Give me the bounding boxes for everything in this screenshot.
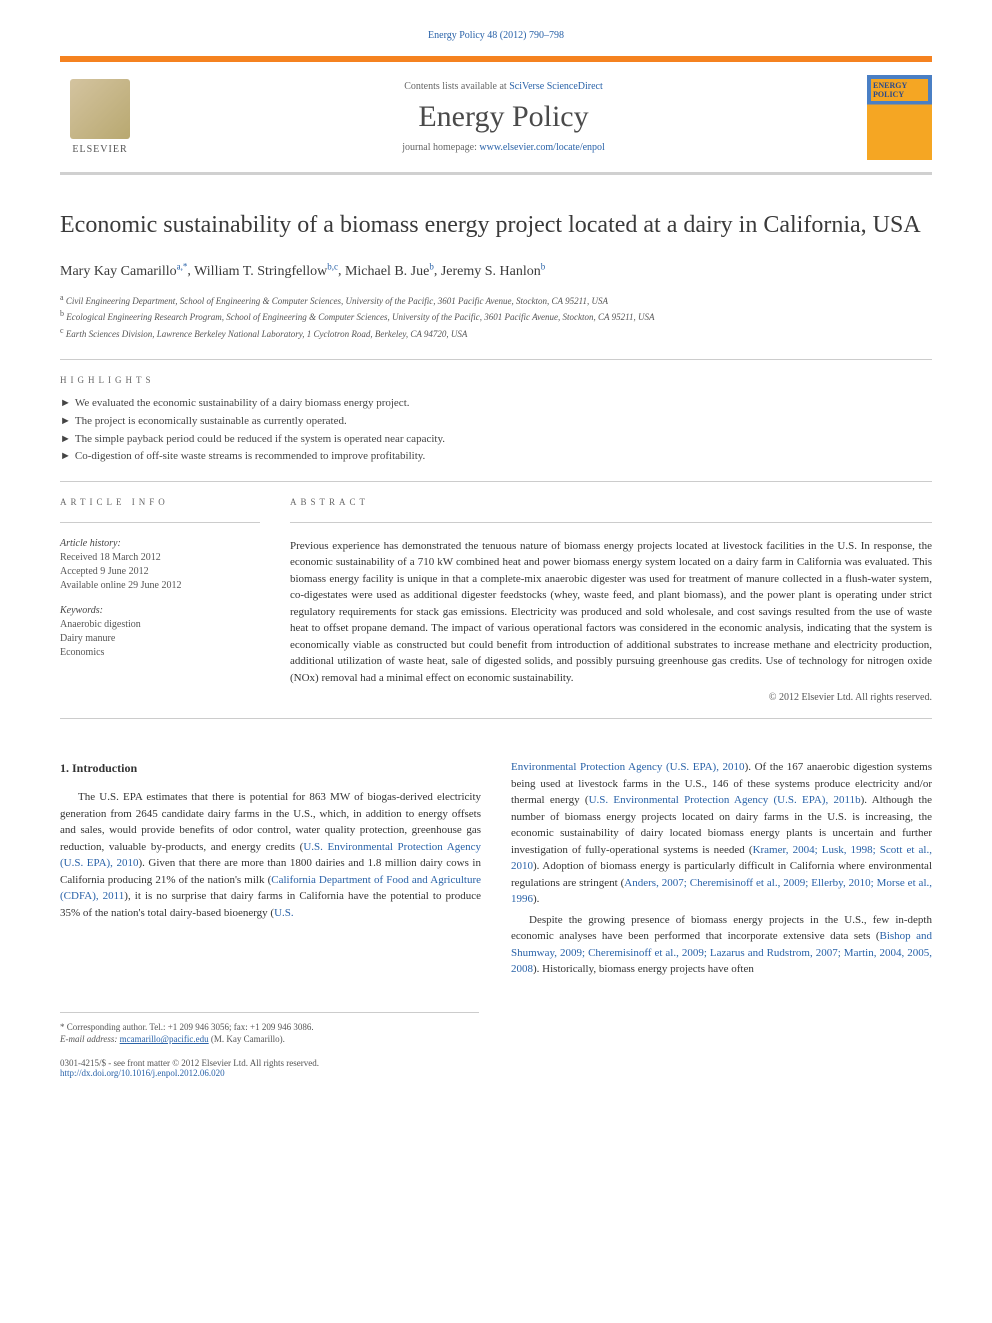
author-name: William T. Stringfellow — [194, 264, 327, 279]
author-sup: b — [429, 261, 434, 271]
copyright-line: © 2012 Elsevier Ltd. All rights reserved… — [290, 692, 932, 703]
affiliation-a: a Civil Engineering Department, School o… — [60, 292, 932, 309]
accepted-date: Accepted 9 June 2012 — [60, 565, 260, 579]
homepage-prefix: journal homepage: — [402, 142, 479, 153]
author-sup: b — [541, 261, 546, 271]
author-4: Jeremy S. Hanlonb — [441, 264, 545, 279]
pagination-header: Energy Policy 48 (2012) 790–798 — [60, 30, 932, 41]
article-title: Economic sustainability of a biomass ene… — [60, 210, 932, 241]
body-text: ), it is no surprise that dairy farms in… — [60, 890, 481, 919]
authors-line: Mary Kay Camarilloa,*, William T. String… — [60, 261, 932, 280]
author-3: Michael B. Jueb — [345, 264, 434, 279]
highlight-text: The project is economically sustainable … — [75, 415, 347, 427]
publisher-name: ELSEVIER — [72, 144, 127, 155]
intro-col-left: 1. Introduction The U.S. EPA estimates t… — [60, 759, 481, 982]
bullet-icon: ► — [60, 415, 71, 427]
affiliation-c: c Earth Sciences Division, Lawrence Berk… — [60, 325, 932, 342]
front-matter-line: 0301-4215/$ - see front matter © 2012 El… — [60, 1058, 319, 1068]
highlight-item: ► The project is economically sustainable… — [60, 413, 932, 431]
abstract-column: ABSTRACT Previous experience has demonst… — [290, 497, 932, 704]
homepage-link[interactable]: www.elsevier.com/locate/enpol — [479, 142, 604, 153]
intro-paragraph: The U.S. EPA estimates that there is pot… — [60, 789, 481, 921]
affiliation-b: b Ecological Engineering Research Progra… — [60, 308, 932, 325]
contents-prefix: Contents lists available at — [404, 81, 509, 92]
divider — [60, 481, 932, 482]
highlights-list: ► We evaluated the economic sustainabilit… — [60, 395, 932, 465]
affil-sup: a — [60, 293, 64, 302]
journal-header-bar: ELSEVIER Contents lists available at Sci… — [60, 56, 932, 175]
doi-link[interactable]: http://dx.doi.org/10.1016/j.enpol.2012.0… — [60, 1068, 225, 1078]
highlight-text: The simple payback period could be reduc… — [75, 433, 445, 445]
bullet-icon: ► — [60, 397, 71, 409]
email-line: E-mail address: mcamarillo@pacific.edu (… — [60, 1033, 479, 1046]
author-sup: a,* — [177, 261, 188, 271]
affiliations-block: a Civil Engineering Department, School o… — [60, 292, 932, 342]
corr-author-line: * Corresponding author. Tel.: +1 209 946… — [60, 1021, 479, 1034]
keyword: Economics — [60, 646, 260, 660]
highlight-item: ► Co-digestion of off-site waste streams … — [60, 448, 932, 466]
intro-heading: 1. Introduction — [60, 759, 481, 777]
author-2: William T. Stringfellowb,c — [194, 264, 338, 279]
highlight-text: We evaluated the economic sustainability… — [75, 397, 410, 409]
info-abstract-row: ARTICLE INFO Article history: Received 1… — [60, 497, 932, 704]
keywords-block: Keywords: Anaerobic digestion Dairy manu… — [60, 605, 260, 660]
email-suffix: (M. Kay Camarillo). — [209, 1034, 285, 1044]
bullet-icon: ► — [60, 433, 71, 445]
cover-title: ENERGY POLICY — [871, 79, 928, 101]
divider — [60, 359, 932, 360]
affil-text: Earth Sciences Division, Lawrence Berkel… — [66, 329, 468, 339]
author-name: Jeremy S. Hanlon — [441, 264, 541, 279]
bottom-left: 0301-4215/$ - see front matter © 2012 El… — [60, 1058, 319, 1078]
keyword: Anaerobic digestion — [60, 618, 260, 632]
elsevier-tree-icon — [70, 79, 130, 139]
divider — [60, 522, 260, 523]
highlight-item: ► We evaluated the economic sustainabilit… — [60, 395, 932, 413]
bullet-icon: ► — [60, 450, 71, 462]
highlight-text: Co-digestion of off-site waste streams i… — [75, 450, 425, 462]
elsevier-logo: ELSEVIER — [60, 72, 140, 162]
journal-cover-thumbnail: ENERGY POLICY — [867, 75, 932, 160]
header-center: Contents lists available at SciVerse Sci… — [140, 81, 867, 153]
online-date: Available online 29 June 2012 — [60, 579, 260, 593]
author-sup: b,c — [327, 261, 338, 271]
intro-col-right: Environmental Protection Agency (U.S. EP… — [511, 759, 932, 982]
sciencedirect-link[interactable]: SciVerse ScienceDirect — [509, 81, 603, 92]
body-text: ). — [533, 893, 539, 905]
bottom-meta-row: 0301-4215/$ - see front matter © 2012 El… — [60, 1058, 932, 1078]
author-1: Mary Kay Camarilloa,* — [60, 264, 187, 279]
keyword: Dairy manure — [60, 632, 260, 646]
article-info-heading: ARTICLE INFO — [60, 497, 260, 507]
intro-paragraph: Environmental Protection Agency (U.S. EP… — [511, 759, 932, 908]
author-name: Michael B. Jue — [345, 264, 429, 279]
contents-line: Contents lists available at SciVerse Sci… — [140, 81, 867, 92]
affil-text: Ecological Engineering Research Program,… — [66, 312, 654, 322]
divider — [60, 718, 932, 719]
received-date: Received 18 March 2012 — [60, 551, 260, 565]
email-label: E-mail address: — [60, 1034, 120, 1044]
affil-sup: b — [60, 309, 64, 318]
affil-sup: c — [60, 326, 64, 335]
citation-link[interactable]: U.S. Environmental Protection Agency (U.… — [589, 794, 861, 806]
author-name: Mary Kay Camarillo — [60, 264, 177, 279]
history-label: Article history: — [60, 538, 260, 549]
body-text: ). Historically, biomass energy projects… — [533, 963, 754, 975]
email-link[interactable]: mcamarillo@pacific.edu — [120, 1034, 209, 1044]
keywords-label: Keywords: — [60, 605, 260, 616]
citation-link[interactable]: Environmental Protection Agency (U.S. EP… — [511, 761, 745, 773]
homepage-line: journal homepage: www.elsevier.com/locat… — [140, 142, 867, 153]
affil-text: Civil Engineering Department, School of … — [66, 296, 608, 306]
citation-link[interactable]: U.S. — [274, 907, 294, 919]
header-row: ELSEVIER Contents lists available at Sci… — [60, 62, 932, 173]
abstract-heading: ABSTRACT — [290, 497, 932, 507]
introduction-section: 1. Introduction The U.S. EPA estimates t… — [60, 759, 932, 982]
intro-paragraph: Despite the growing presence of biomass … — [511, 912, 932, 978]
corresponding-footnote: * Corresponding author. Tel.: +1 209 946… — [60, 1012, 479, 1046]
body-text: Despite the growing presence of biomass … — [511, 914, 932, 943]
article-info-column: ARTICLE INFO Article history: Received 1… — [60, 497, 260, 704]
journal-name: Energy Policy — [140, 100, 867, 134]
abstract-text: Previous experience has demonstrated the… — [290, 538, 932, 687]
highlights-heading: HIGHLIGHTS — [60, 375, 932, 385]
highlight-item: ► The simple payback period could be redu… — [60, 431, 932, 449]
divider — [290, 522, 932, 523]
